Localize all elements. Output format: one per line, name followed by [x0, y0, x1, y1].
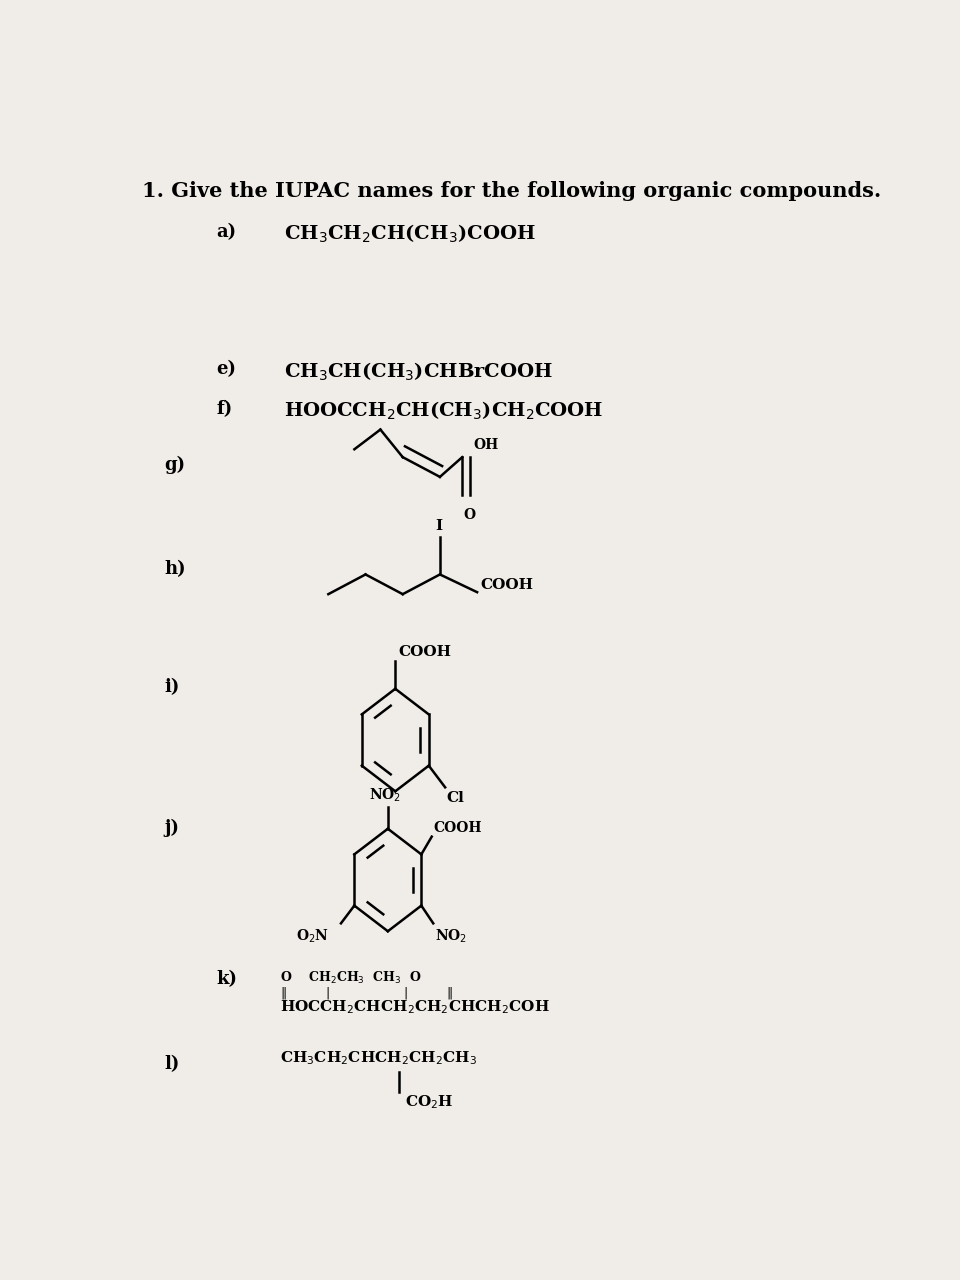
Text: HOCCH$_2$CHCH$_2$CH$_2$CHCH$_2$COH: HOCCH$_2$CHCH$_2$CH$_2$CHCH$_2$COH [280, 998, 550, 1016]
Text: Cl: Cl [446, 791, 465, 805]
Text: COOH: COOH [398, 645, 451, 659]
Text: NO$_2$: NO$_2$ [435, 927, 467, 945]
Text: f): f) [217, 399, 233, 419]
Text: COOH: COOH [480, 579, 533, 593]
Text: j): j) [165, 819, 180, 837]
Text: O$_2$N: O$_2$N [297, 927, 329, 945]
Text: I: I [436, 520, 443, 532]
Text: g): g) [165, 456, 186, 475]
Text: k): k) [217, 970, 238, 988]
Text: O    CH$_2$CH$_3$  CH$_3$  O: O CH$_2$CH$_3$ CH$_3$ O [280, 970, 421, 986]
Text: COOH: COOH [433, 820, 482, 835]
Text: CH$_3$CH$_2$CHCH$_2$CH$_2$CH$_3$: CH$_3$CH$_2$CHCH$_2$CH$_2$CH$_3$ [280, 1050, 477, 1068]
Text: HOOCCH$_2$CH(CH$_3$)CH$_2$COOH: HOOCCH$_2$CH(CH$_3$)CH$_2$COOH [284, 399, 603, 422]
Text: a): a) [217, 223, 237, 241]
Text: CH$_3$CH$_2$CH(CH$_3$)COOH: CH$_3$CH$_2$CH(CH$_3$)COOH [284, 223, 535, 244]
Text: h): h) [165, 559, 186, 577]
Text: $\|$         $|$                 $|$         $\|$: $\|$ $|$ $|$ $\|$ [280, 986, 453, 1001]
Text: l): l) [165, 1056, 180, 1074]
Text: e): e) [217, 361, 237, 379]
Text: CO$_2$H: CO$_2$H [405, 1093, 453, 1111]
Text: CH$_3$CH(CH$_3$)CHBrCOOH: CH$_3$CH(CH$_3$)CHBrCOOH [284, 361, 553, 383]
Text: O: O [463, 508, 475, 522]
Text: OH: OH [473, 438, 498, 452]
Text: i): i) [165, 678, 180, 696]
Text: 1. Give the IUPAC names for the following organic compounds.: 1. Give the IUPAC names for the followin… [142, 182, 881, 201]
Text: NO$_2$: NO$_2$ [370, 787, 401, 804]
